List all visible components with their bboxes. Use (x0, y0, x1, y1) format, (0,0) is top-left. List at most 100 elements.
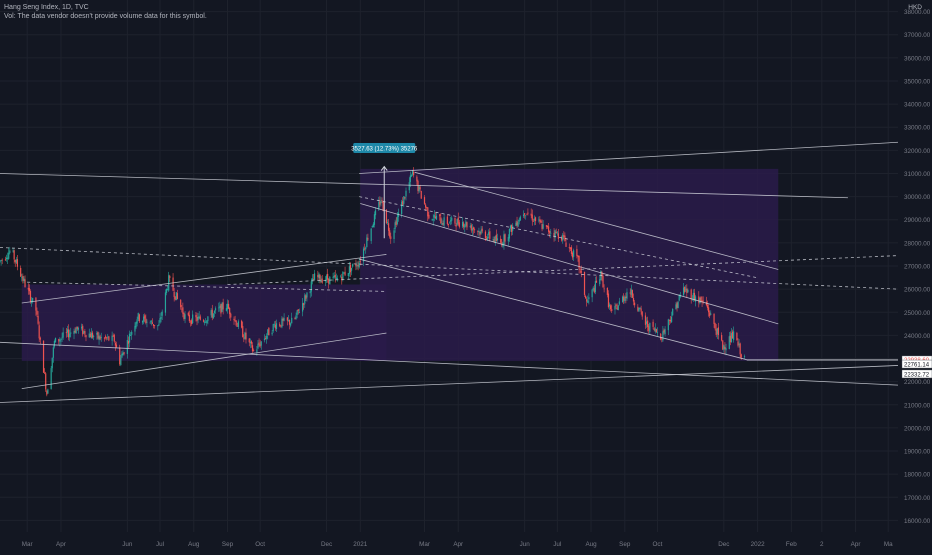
candle-body (469, 226, 471, 227)
drawings[interactable] (0, 141, 899, 403)
price-tick-label: 38000.00 (904, 9, 931, 16)
candle-body (39, 337, 41, 340)
candle-body (50, 368, 52, 390)
candle-body (150, 321, 152, 322)
candle-body (103, 337, 106, 339)
candle-body (16, 259, 19, 267)
candle-body (644, 315, 647, 325)
candle-body (373, 214, 376, 225)
candle-body (630, 289, 632, 295)
candle-body (7, 257, 9, 259)
candle-body (500, 238, 502, 243)
time-tick-label: Ma (884, 541, 893, 548)
candle-body (611, 309, 613, 312)
candle-body (53, 340, 56, 347)
candle-body (685, 288, 687, 291)
price-level-label: 22332.72 (904, 372, 930, 378)
candle-body (570, 247, 573, 254)
trend-line-upper-channel (0, 173, 848, 199)
price-tick-label: 24000.00 (904, 333, 931, 340)
candle-body (717, 327, 719, 336)
candle-body (280, 325, 282, 327)
candle-body (59, 340, 61, 342)
candle-body (446, 216, 448, 224)
candle-body (723, 345, 725, 350)
candle-body (526, 213, 528, 215)
candle-body (136, 319, 138, 324)
candle-body (394, 222, 396, 229)
candle-body (333, 275, 335, 278)
candle-body (440, 217, 442, 224)
price-tick-label: 22000.00 (904, 379, 931, 386)
candle-body (84, 331, 86, 335)
candle-body (310, 281, 312, 292)
candle-body (21, 277, 23, 279)
candle-body (530, 213, 532, 216)
time-tick-label: Jul (553, 541, 561, 548)
candle-body (595, 280, 598, 283)
candle-body (327, 273, 329, 280)
candle-body (578, 255, 580, 269)
candle-body (282, 318, 284, 321)
candle-body (343, 272, 345, 274)
time-axis[interactable]: Mar Apr Jun Jul Aug Sep Oct Dec 2021 Mar Apr Jun Jul… (22, 541, 893, 548)
candle-body (522, 214, 525, 217)
price-tick-label: 33000.00 (904, 125, 931, 132)
candle-body (599, 279, 601, 285)
candle-body (738, 343, 740, 345)
candle-body (672, 308, 674, 316)
candle-body (464, 225, 466, 228)
candle-body (227, 303, 230, 309)
candle-body (334, 274, 336, 278)
price-axis[interactable]: 16000.00 17000.00 18000.00 19000.00 20000.00… (904, 9, 931, 525)
candle-body (65, 332, 67, 334)
candle-body (420, 190, 422, 199)
candle-body (395, 221, 397, 226)
price-tick-label: 28000.00 (904, 240, 931, 247)
candle-body (195, 314, 197, 318)
candle-body (127, 341, 130, 344)
candle-body (708, 307, 710, 313)
candle-body (512, 225, 514, 231)
candle-body (413, 171, 415, 176)
candle-body (73, 331, 75, 334)
time-tick-label: Dec (321, 541, 332, 548)
candle-body (495, 234, 497, 241)
candle-body (573, 250, 575, 257)
candle-body (297, 309, 299, 312)
candle-body (189, 321, 192, 323)
time-tick-label: Mar (419, 541, 430, 548)
candle-body (113, 335, 115, 342)
currency-label[interactable]: HKD (908, 4, 922, 11)
candle-body (328, 278, 330, 284)
candle-body (649, 322, 651, 332)
candle-body (355, 264, 357, 267)
candle-body (693, 292, 696, 301)
candle-body (538, 219, 540, 221)
candle-body (710, 313, 712, 315)
price-tick-label: 27000.00 (904, 264, 931, 271)
candle-body (146, 321, 148, 323)
candle-body (487, 236, 489, 240)
candle-body (393, 230, 395, 239)
candle-body (493, 239, 495, 242)
candle-body (447, 223, 450, 225)
candle-body (29, 291, 32, 302)
candle-body (325, 275, 328, 280)
candle-body (218, 307, 220, 309)
candle-body (295, 315, 297, 319)
trend-line-wide-dashed (359, 196, 757, 278)
candle-body (435, 215, 438, 220)
candle-body (408, 182, 410, 191)
price-tick-label: 25000.00 (904, 310, 931, 317)
symbol-title[interactable]: Hang Seng Index, 1D, TVC (4, 4, 89, 11)
candle-body (722, 340, 724, 350)
candle-body (121, 353, 123, 358)
candle-body (714, 323, 716, 329)
candle-body (396, 216, 398, 225)
candle-body (32, 297, 34, 302)
candle-body (212, 313, 214, 319)
candle-body (76, 326, 78, 329)
